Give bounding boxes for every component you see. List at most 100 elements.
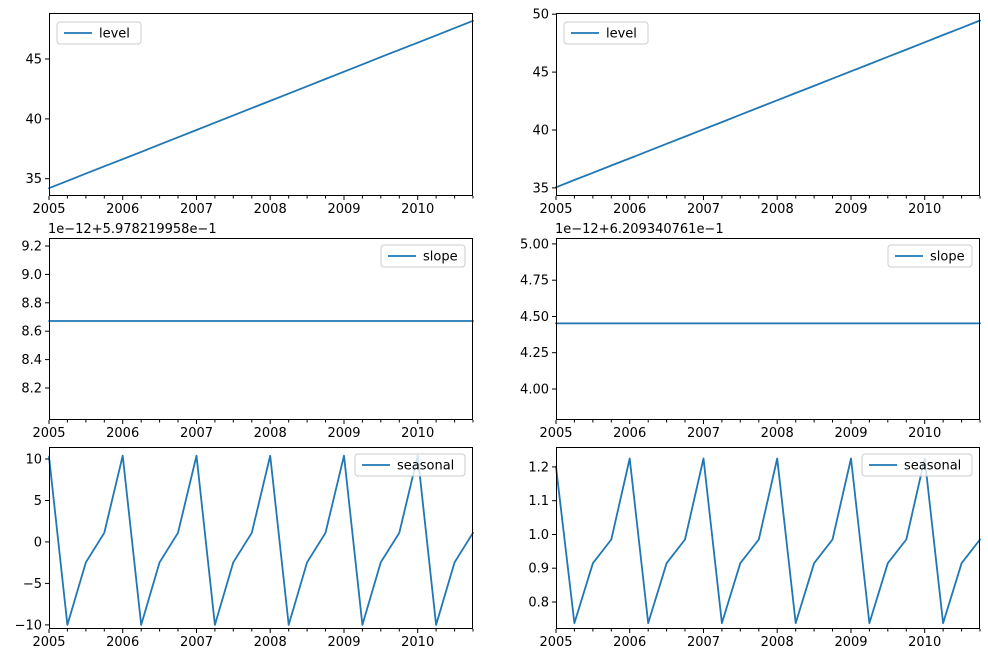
subplot-level-additive: 2005 2006 2007 2008 2009 2010 35 40 45 level [25, 13, 474, 217]
axes-spines [49, 447, 473, 629]
legend-box [56, 21, 142, 45]
legend: level [563, 21, 649, 45]
chart-canvas: 2005 2006 2007 2008 2009 2010 8.2 8.4 8.6 8.8 9.0 9… [21, 222, 474, 441]
legend-box [380, 244, 466, 268]
y-tick-label: 5.00 [520, 237, 549, 252]
y-tick-label: 40 [25, 112, 42, 127]
x-tick-label: 2007 [180, 635, 213, 650]
x-tick-label: 2009 [327, 635, 360, 650]
legend-box [861, 453, 973, 477]
y-tick-label: 0 [34, 535, 42, 550]
y-tick-label: 35 [25, 172, 42, 187]
y-tick-label: 8.4 [21, 353, 42, 368]
x-tick-label: 2005 [32, 202, 65, 217]
x-tick-label: 2009 [834, 426, 867, 441]
legend-label: slope [423, 250, 458, 265]
x-tick-label: 2010 [401, 635, 434, 650]
plot-line [48, 19, 474, 190]
x-tick-label: 2008 [254, 635, 287, 650]
x-tick-label: 2009 [834, 202, 867, 217]
y-tick-label: 35 [532, 181, 549, 196]
x-tick-label: 2007 [180, 202, 213, 217]
x-tick-label: 2010 [401, 202, 434, 217]
plot-line [48, 454, 474, 626]
y-tick-label: 45 [25, 53, 42, 68]
x-tick-label: 2008 [254, 426, 287, 441]
y-tick-label: 9.0 [21, 268, 42, 283]
x-tick-label: 2007 [687, 202, 720, 217]
chart-canvas: 2005 2006 2007 2008 2009 2010 −10 −5 0 5 10 seasona… [15, 447, 474, 650]
x-tick-label: 2006 [613, 426, 646, 441]
subplot-seasonal-additive: 2005 2006 2007 2008 2009 2010 −10 −5 0 5 10 seasona… [15, 447, 474, 650]
y-tick-label: −5 [23, 577, 42, 592]
legend: seasonal [861, 453, 973, 477]
chart-canvas: 2005 2006 2007 2008 2009 2010 35 40 45 level [25, 13, 474, 217]
axes-spines [49, 238, 473, 420]
x-tick-label: 2008 [761, 635, 794, 650]
y-tick-label: 8.6 [21, 325, 42, 340]
legend-box [354, 453, 466, 477]
x-tick-label: 2005 [32, 635, 65, 650]
x-tick-label: 2010 [908, 202, 941, 217]
x-tick-label: 2010 [908, 635, 941, 650]
y-tick-label: 4.25 [520, 346, 549, 361]
x-tick-label: 2010 [908, 426, 941, 441]
y-tick-label: 4.75 [520, 274, 549, 289]
x-tick-label: 2005 [539, 426, 572, 441]
y-tick-label: 0.8 [528, 596, 549, 611]
y-tick-label: 9.2 [21, 240, 42, 255]
legend-label: level [99, 27, 130, 42]
chart-canvas: 2005 2006 2007 2008 2009 2010 35 40 45 50 level [532, 8, 981, 217]
axes-spines [556, 447, 980, 629]
legend: level [56, 21, 142, 45]
axes-spines [556, 238, 980, 420]
x-tick-label: 2007 [687, 635, 720, 650]
y-tick-label: 10 [25, 453, 42, 468]
subplot-seasonal-multiplicative: 2005 2006 2007 2008 2009 2010 0.8 0.9 1.0 1.1 1.2 s… [528, 447, 981, 650]
plot-line [555, 457, 981, 625]
axis-offset-text: 1e−12+5.978219958e−1 [48, 222, 217, 237]
x-tick-label: 2008 [761, 426, 794, 441]
legend: slope [887, 244, 973, 268]
y-tick-label: 1.1 [528, 494, 549, 509]
subplot-level-multiplicative: 2005 2006 2007 2008 2009 2010 35 40 45 50 level [532, 8, 981, 217]
x-tick-label: 2009 [834, 635, 867, 650]
axis-offset-text: 1e−12+6.209340761e−1 [555, 222, 724, 237]
legend-label: level [606, 27, 637, 42]
y-tick-label: 5 [34, 494, 42, 509]
x-tick-label: 2007 [180, 426, 213, 441]
plot-line [555, 19, 981, 189]
axes-spines [49, 13, 473, 196]
x-tick-label: 2006 [106, 202, 139, 217]
y-tick-label: 40 [532, 124, 549, 139]
y-tick-label: 45 [532, 66, 549, 81]
x-tick-label: 2005 [539, 635, 572, 650]
legend-label: seasonal [397, 459, 454, 474]
x-tick-label: 2007 [687, 426, 720, 441]
x-tick-label: 2006 [613, 202, 646, 217]
legend-label: slope [930, 250, 965, 265]
x-tick-label: 2005 [539, 202, 572, 217]
x-tick-label: 2006 [106, 635, 139, 650]
x-tick-label: 2005 [32, 426, 65, 441]
y-tick-label: 0.9 [528, 562, 549, 577]
x-tick-label: 2009 [327, 202, 360, 217]
legend: slope [380, 244, 466, 268]
x-tick-label: 2010 [401, 426, 434, 441]
y-tick-label: 4.00 [520, 383, 549, 398]
y-tick-label: 1.2 [528, 460, 549, 475]
axes-spines [556, 13, 980, 196]
x-tick-label: 2009 [327, 426, 360, 441]
y-tick-label: 8.8 [21, 296, 42, 311]
x-tick-label: 2006 [613, 635, 646, 650]
chart-canvas: 2005 2006 2007 2008 2009 2010 0.8 0.9 1.0 1.1 1.2 s… [528, 447, 981, 650]
y-tick-label: 50 [532, 8, 549, 23]
y-tick-label: 8.2 [21, 382, 42, 397]
x-tick-label: 2008 [761, 202, 794, 217]
subplot-slope-multiplicative: 2005 2006 2007 2008 2009 2010 4.00 4.25 4.50 4.75… [520, 222, 981, 441]
legend-box [563, 21, 649, 45]
legend-box [887, 244, 973, 268]
legend-label: seasonal [904, 459, 961, 474]
x-tick-label: 2006 [106, 426, 139, 441]
